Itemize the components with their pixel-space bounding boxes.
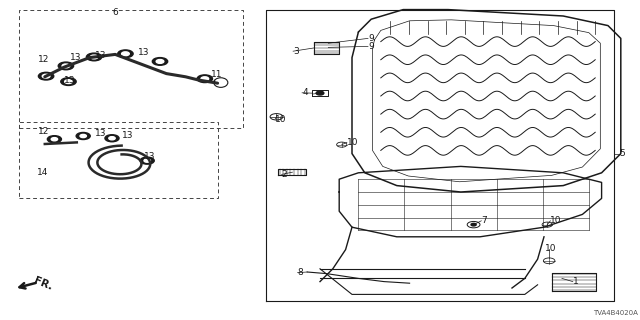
Text: 13: 13 — [95, 51, 106, 60]
Circle shape — [197, 75, 212, 83]
Text: 10: 10 — [550, 216, 562, 225]
Text: 9: 9 — [368, 34, 374, 43]
Circle shape — [62, 64, 70, 68]
Text: FR.: FR. — [32, 276, 54, 292]
Circle shape — [58, 62, 74, 70]
Circle shape — [105, 135, 119, 142]
Text: 9: 9 — [368, 42, 374, 51]
Text: 10: 10 — [347, 138, 358, 147]
Circle shape — [122, 52, 129, 56]
Text: 13: 13 — [138, 48, 149, 57]
Text: 13: 13 — [70, 53, 82, 62]
Text: 10: 10 — [545, 244, 557, 253]
Text: 13: 13 — [122, 131, 133, 140]
Circle shape — [90, 55, 98, 59]
Text: 10: 10 — [275, 115, 287, 124]
Text: 11: 11 — [211, 70, 223, 79]
Text: 12: 12 — [38, 127, 50, 136]
Circle shape — [118, 50, 133, 58]
Text: TVA4B4020A: TVA4B4020A — [593, 310, 638, 316]
Text: 4: 4 — [302, 88, 308, 97]
Circle shape — [47, 136, 61, 143]
Text: 13: 13 — [95, 129, 106, 138]
Text: 13: 13 — [64, 76, 76, 85]
Text: 3: 3 — [293, 47, 299, 56]
Text: 14: 14 — [37, 168, 49, 177]
Circle shape — [156, 60, 164, 63]
Text: 6: 6 — [112, 8, 118, 17]
Text: 2: 2 — [282, 170, 287, 179]
Circle shape — [109, 137, 115, 140]
Circle shape — [140, 157, 154, 164]
Circle shape — [471, 223, 476, 226]
Text: 13: 13 — [144, 152, 156, 161]
Circle shape — [201, 77, 209, 81]
Text: 1: 1 — [573, 277, 579, 286]
Text: 8: 8 — [298, 268, 303, 277]
Text: 7: 7 — [481, 216, 487, 225]
Circle shape — [316, 91, 324, 95]
Circle shape — [144, 159, 150, 162]
Circle shape — [42, 74, 50, 78]
Text: 5: 5 — [620, 149, 625, 158]
Circle shape — [76, 132, 90, 140]
Circle shape — [38, 72, 54, 80]
Circle shape — [51, 138, 58, 141]
Circle shape — [65, 80, 72, 84]
Circle shape — [86, 53, 102, 61]
Circle shape — [80, 134, 86, 138]
Text: 12: 12 — [38, 55, 50, 64]
Circle shape — [61, 78, 76, 85]
Circle shape — [152, 58, 168, 65]
